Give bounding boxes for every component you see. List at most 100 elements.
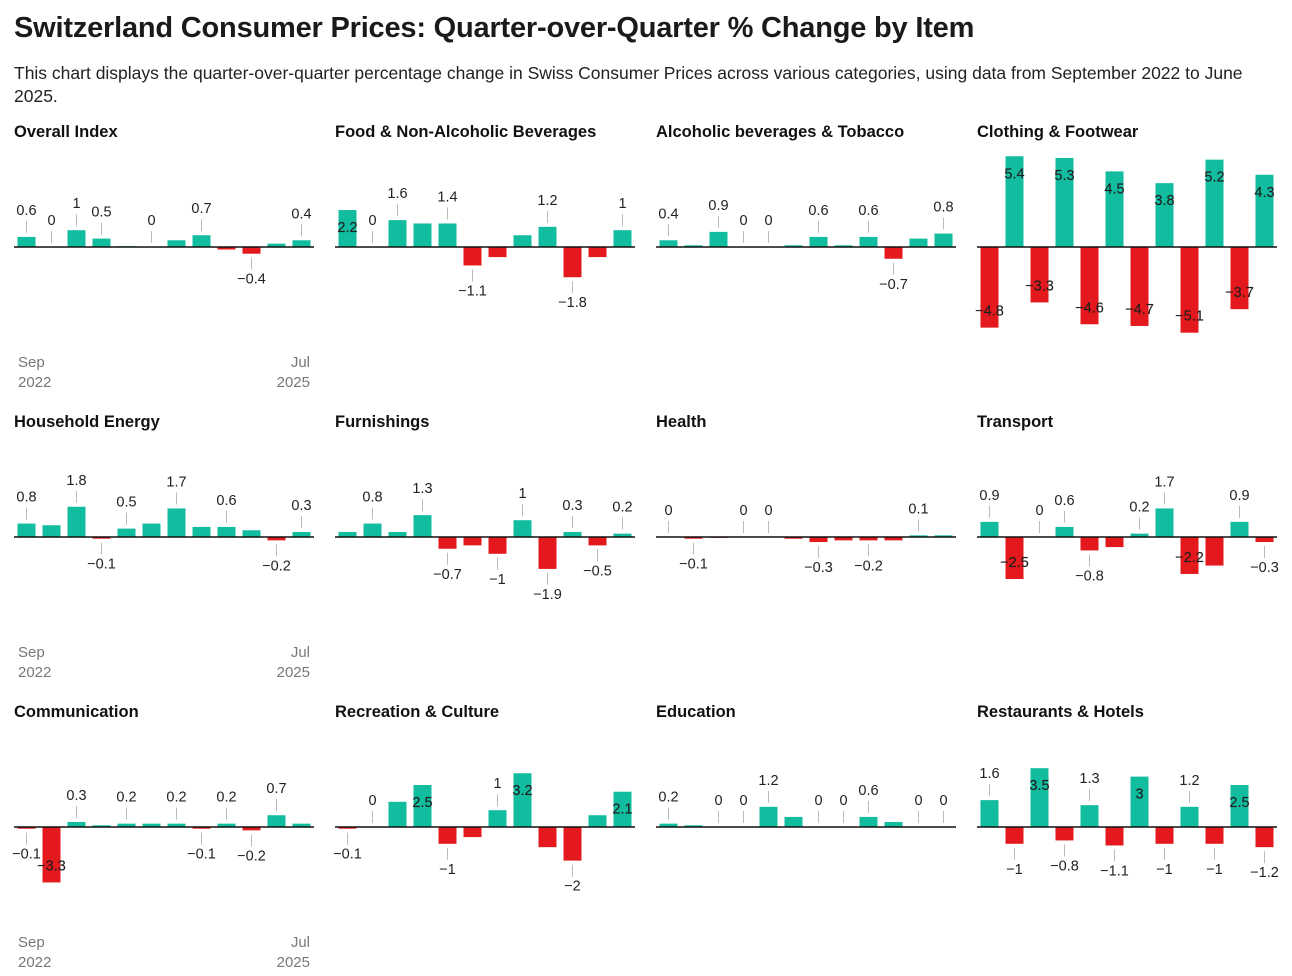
bar xyxy=(684,825,703,827)
bar xyxy=(859,816,878,827)
bar xyxy=(538,537,557,569)
data-label: 0 xyxy=(368,793,376,809)
data-label: 3.2 xyxy=(512,783,532,799)
bar xyxy=(538,226,557,247)
data-label: 5.4 xyxy=(1004,166,1024,182)
page-subtitle: This chart displays the quarter-over-qua… xyxy=(14,63,1243,106)
bar xyxy=(292,240,311,247)
bar xyxy=(1205,827,1224,844)
data-label: 0.8 xyxy=(16,490,36,506)
data-label: −4.7 xyxy=(1125,302,1154,318)
bar xyxy=(242,247,261,254)
data-label: 0.2 xyxy=(116,790,136,806)
data-label: −0.7 xyxy=(433,567,462,583)
bar xyxy=(242,530,261,537)
x-tick-start: Sep xyxy=(18,354,45,371)
bar xyxy=(513,235,532,247)
bar xyxy=(217,247,236,250)
bar xyxy=(588,247,607,258)
panel-household-energy: Household Energy 0.8 1.8 −0.1 0.5 1.7 0.6 −0.2 0… xyxy=(14,413,314,681)
bar xyxy=(117,823,136,827)
bar xyxy=(834,245,853,247)
bar xyxy=(934,535,953,537)
panel-recreation-and-culture: Recreation & Culture −0.1 0 2.5 −1 1 3.2 −2 2.1 xyxy=(333,703,635,895)
panel-title: Household Energy xyxy=(14,413,161,431)
data-label: 4.5 xyxy=(1104,181,1124,197)
data-label: −4.6 xyxy=(1075,300,1104,316)
bar xyxy=(1230,247,1249,310)
bar xyxy=(980,247,999,328)
x-tick-start: 2022 xyxy=(18,374,51,391)
bar xyxy=(267,537,286,541)
bar xyxy=(513,520,532,537)
bar xyxy=(17,236,36,247)
data-label: −2.2 xyxy=(1175,550,1204,566)
data-label: 0 xyxy=(714,793,722,809)
bar xyxy=(1030,247,1049,303)
data-label: 0.9 xyxy=(708,198,728,214)
panel-alcoholic-beverages-and-tobacco: Alcoholic beverages & Tobacco 0.4 0.9 0 0 0.6… xyxy=(656,123,956,293)
panel-overall-index: Overall Index 0.6 0 1 0.5 0 0.7 −0.4 0.4 Sep 2022 J… xyxy=(14,123,314,391)
data-label: −4.8 xyxy=(975,304,1004,320)
bar xyxy=(859,537,878,541)
bar xyxy=(884,821,903,827)
bar xyxy=(388,531,407,537)
data-label: 0.8 xyxy=(933,200,953,216)
panel-title: Recreation & Culture xyxy=(335,703,499,721)
bar xyxy=(438,223,457,247)
data-label: 0.8 xyxy=(362,490,382,506)
data-label: 0 xyxy=(1035,503,1043,519)
panel-education: Education 0.2 0 0 1.2 0 0 0.6 0 0 xyxy=(656,703,956,828)
bar xyxy=(563,531,582,537)
data-label: 1.6 xyxy=(979,766,999,782)
bar xyxy=(1030,768,1049,827)
bar xyxy=(1255,827,1274,848)
data-label: 0 xyxy=(147,213,155,229)
bar xyxy=(267,243,286,247)
bar xyxy=(42,525,61,537)
data-label: 0 xyxy=(764,213,772,229)
bar xyxy=(513,773,532,827)
bar xyxy=(659,240,678,247)
bar xyxy=(1155,183,1174,247)
bar xyxy=(488,537,507,554)
data-label: −0.2 xyxy=(237,848,266,864)
bar xyxy=(1255,537,1274,543)
data-label: 1.7 xyxy=(1154,474,1174,490)
bar xyxy=(413,785,432,827)
bar xyxy=(117,528,136,537)
bar xyxy=(1130,776,1149,827)
data-label: 0.7 xyxy=(266,781,286,797)
data-label: −1.1 xyxy=(1100,863,1129,879)
bar xyxy=(92,537,111,539)
bar xyxy=(1055,827,1074,841)
bar xyxy=(809,236,828,247)
bar xyxy=(192,526,211,537)
data-label: 1.8 xyxy=(66,473,86,489)
bar xyxy=(488,810,507,827)
data-label: 0.3 xyxy=(291,498,311,514)
data-label: 1 xyxy=(518,486,526,502)
data-label: −3.7 xyxy=(1225,285,1254,301)
data-label: 3 xyxy=(1135,787,1143,803)
bar xyxy=(1130,247,1149,326)
data-label: −1 xyxy=(1156,862,1173,878)
data-label: 0 xyxy=(739,793,747,809)
bar xyxy=(92,238,111,247)
panel-title: Clothing & Footwear xyxy=(977,123,1139,141)
bar xyxy=(1230,785,1249,827)
data-label: −1.2 xyxy=(1250,865,1279,881)
data-label: 0 xyxy=(939,793,947,809)
x-tick-end: Jul xyxy=(291,354,310,371)
bar xyxy=(784,816,803,827)
bar xyxy=(463,827,482,838)
data-label: −0.1 xyxy=(187,847,216,863)
bar xyxy=(784,537,803,539)
panel-furnishings: Furnishings 0.8 1.3 −0.7 −1 1 −1.9 0.3 −0.5 0.2 xyxy=(335,413,635,603)
panel-title: Transport xyxy=(977,413,1054,431)
panel-restaurants-and-hotels: Restaurants & Hotels 1.6 −1 3.5 −0.8 1.3 −1.1 3… xyxy=(977,703,1279,881)
bar xyxy=(1180,247,1199,333)
x-tick-start: Sep xyxy=(18,644,45,661)
bar xyxy=(1080,537,1099,551)
bar xyxy=(292,531,311,537)
